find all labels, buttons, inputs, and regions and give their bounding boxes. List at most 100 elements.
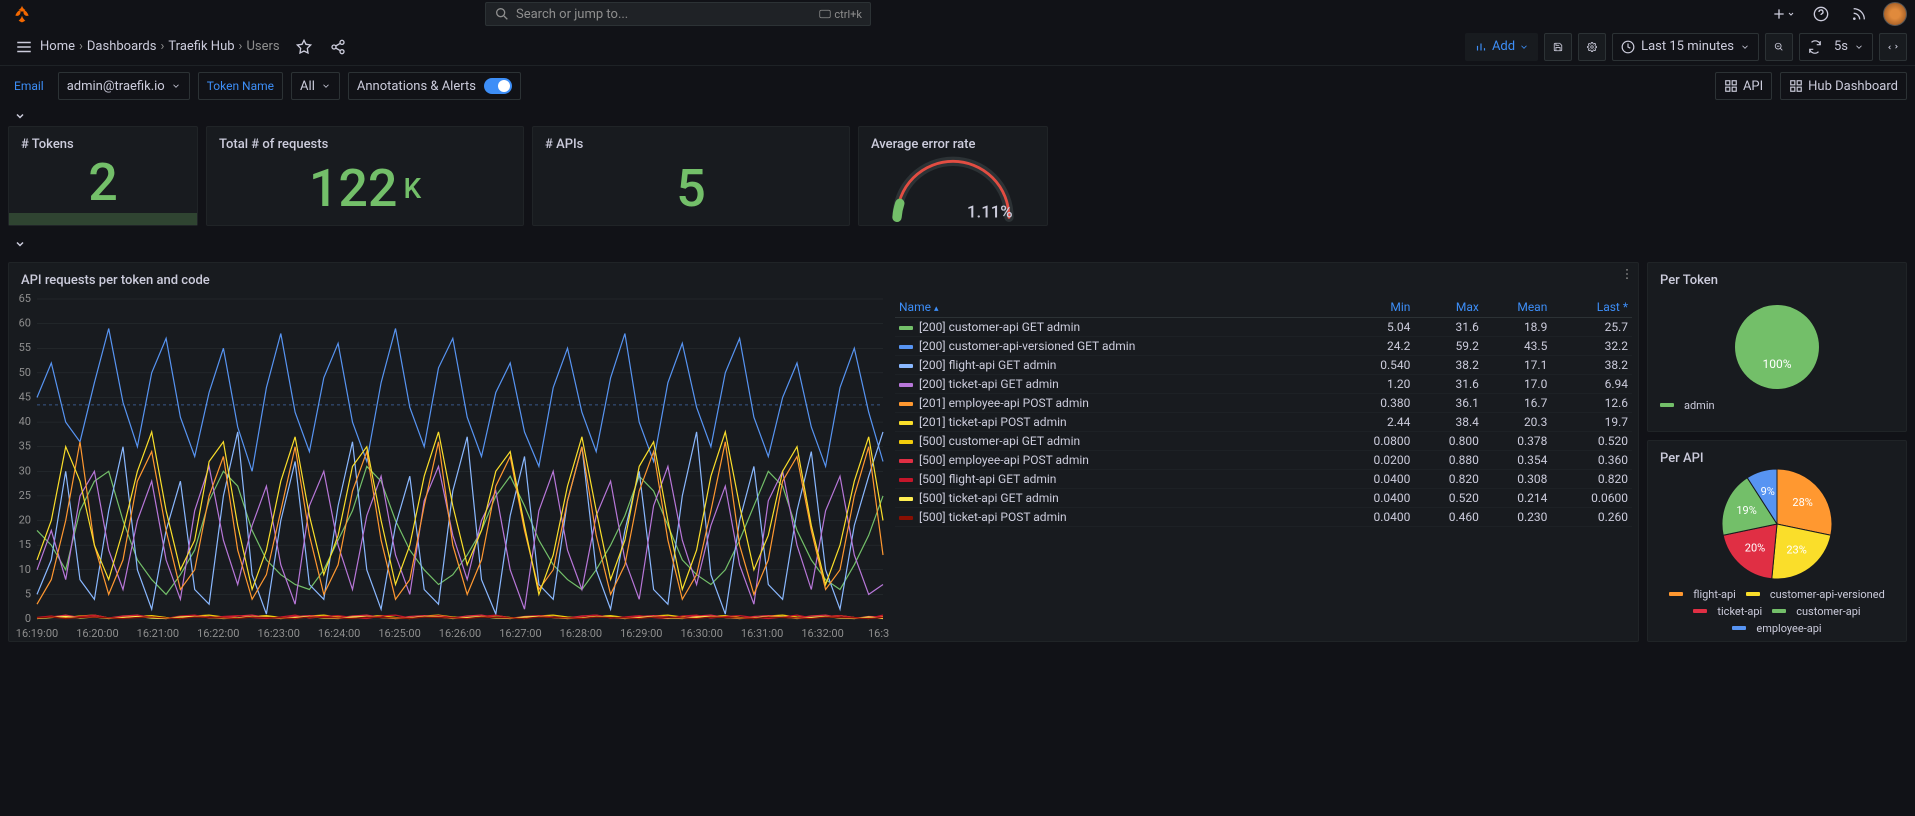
refresh-icon (1808, 40, 1822, 54)
breadcrumb-separator: › (160, 39, 164, 54)
refresh-button[interactable]: 5s (1799, 33, 1873, 61)
chevron-down-icon (1519, 42, 1529, 52)
star-icon[interactable] (290, 33, 318, 61)
svg-text:19%: 19% (1736, 504, 1756, 517)
chevron-down-icon (14, 238, 26, 250)
search-input[interactable]: Search or jump to... ctrl+k (485, 2, 871, 26)
stat-value: 122K (207, 152, 523, 225)
search-kbd: ctrl+k (819, 8, 862, 21)
svg-text:16:33:: 16:33: (868, 627, 889, 640)
legend-row[interactable]: [500] flight-api GET admin0.04000.8200.3… (895, 470, 1632, 489)
breadcrumb-item[interactable]: Dashboards (87, 39, 157, 54)
per-token-title: Per Token (1648, 263, 1906, 288)
pie-legend-item[interactable]: employee-api (1732, 622, 1821, 635)
annotations-label: Annotations & Alerts (357, 79, 476, 94)
svg-text:0: 0 (25, 612, 31, 625)
chevron-down-icon (171, 81, 181, 91)
annotations-toggle[interactable]: Annotations & Alerts (348, 72, 521, 100)
legend-row[interactable]: [201] ticket-api POST admin2.4438.420.31… (895, 413, 1632, 432)
svg-text:35: 35 (19, 440, 31, 453)
legend-row[interactable]: [500] ticket-api GET admin0.04000.5200.2… (895, 489, 1632, 508)
svg-text:65: 65 (19, 293, 31, 305)
svg-text:25: 25 (19, 489, 31, 502)
col-max[interactable]: Max (1414, 297, 1482, 318)
user-avatar[interactable] (1883, 2, 1907, 26)
legend-row[interactable]: [201] employee-api POST admin0.38036.116… (895, 394, 1632, 413)
breadcrumb-item[interactable]: Traefik Hub (168, 39, 234, 54)
share-icon[interactable] (324, 33, 352, 61)
stat-value: 5 (533, 152, 849, 225)
var-email-label: Email (8, 79, 50, 93)
legend-row[interactable]: [200] customer-api GET admin5.0431.618.9… (895, 318, 1632, 337)
legend-row[interactable]: [200] ticket-api GET admin1.2031.617.06.… (895, 375, 1632, 394)
col-name[interactable]: Name ▴ (895, 297, 1334, 318)
toggle-switch[interactable] (484, 78, 512, 94)
pie-legend-item[interactable]: flight-api (1669, 588, 1736, 601)
pie-legend-item[interactable]: ticket-api (1693, 605, 1762, 618)
stat-panel: # Tokens2 (8, 126, 198, 226)
link-api[interactable]: API (1715, 72, 1772, 100)
search-icon (494, 6, 510, 22)
stat-title: # APIs (533, 127, 849, 152)
svg-text:16:26:00: 16:26:00 (439, 627, 481, 640)
svg-text:5: 5 (25, 587, 31, 600)
legend-row[interactable]: [500] customer-api GET admin0.08000.8000… (895, 432, 1632, 451)
svg-text:23%: 23% (1786, 543, 1806, 556)
svg-text:15: 15 (19, 538, 31, 551)
svg-text:16:27:00: 16:27:00 (499, 627, 541, 640)
col-last[interactable]: Last * (1551, 297, 1632, 318)
row-toggle[interactable] (0, 106, 1915, 126)
var-email-select[interactable]: admin@traefik.io (58, 72, 190, 100)
svg-text:16:20:00: 16:20:00 (76, 627, 118, 640)
save-icon[interactable] (1544, 33, 1572, 61)
panel-menu-icon[interactable] (1620, 267, 1634, 281)
help-icon[interactable] (1807, 0, 1835, 28)
svg-text:16:23:00: 16:23:00 (258, 627, 300, 640)
chart-title: API requests per token and code (9, 263, 1638, 288)
col-mean[interactable]: Mean (1483, 297, 1551, 318)
panel-icon (1474, 40, 1488, 54)
svg-text:16:24:00: 16:24:00 (318, 627, 360, 640)
svg-text:16:30:00: 16:30:00 (681, 627, 723, 640)
row-toggle[interactable] (0, 234, 1915, 254)
legend-row[interactable]: [200] flight-api GET admin0.54038.217.13… (895, 356, 1632, 375)
svg-text:60: 60 (19, 317, 31, 330)
svg-text:16:21:00: 16:21:00 (137, 627, 179, 640)
col-min[interactable]: Min (1334, 297, 1415, 318)
stat-title: Average error rate (859, 127, 1047, 152)
var-token-select[interactable]: All (291, 72, 340, 100)
chevron-down-icon (14, 110, 26, 122)
settings-icon[interactable] (1578, 33, 1606, 61)
chart-panel: API requests per token and code 05101520… (8, 262, 1639, 642)
legend-table: Name ▴ Min Max Mean Last * [200] custome… (889, 293, 1638, 641)
svg-text:16:25:00: 16:25:00 (378, 627, 420, 640)
per-token-pie[interactable]: 100% admin (1648, 288, 1906, 426)
svg-text:30: 30 (19, 464, 31, 477)
per-token-panel: Per Token 100% admin (1647, 262, 1907, 432)
menu-icon[interactable] (8, 33, 40, 61)
legend-row[interactable]: [500] ticket-api POST admin0.04000.4600.… (895, 508, 1632, 527)
chart-canvas[interactable]: 0510152025303540455055606516:19:0016:20:… (9, 293, 889, 641)
breadcrumb: Home›Dashboards›Traefik Hub›Users (40, 39, 280, 54)
per-api-pie[interactable]: 28%23%20%19%9% flight-apicustomer-api-ve… (1648, 466, 1906, 636)
link-hub[interactable]: Hub Dashboard (1780, 72, 1907, 100)
add-button[interactable]: Add (1465, 33, 1538, 61)
dashboard-icon (1789, 79, 1803, 93)
zoom-out-icon[interactable] (1765, 33, 1793, 61)
svg-text:16:22:00: 16:22:00 (197, 627, 239, 640)
pie-legend-item[interactable]: admin (1660, 399, 1715, 412)
pie-legend-item[interactable]: customer-api (1772, 605, 1860, 618)
var-token-label: Token Name (198, 72, 283, 100)
grafana-logo[interactable] (8, 0, 36, 28)
svg-text:20%: 20% (1745, 541, 1765, 554)
svg-text:28%: 28% (1792, 496, 1812, 509)
legend-row[interactable]: [200] customer-api-versioned GET admin24… (895, 337, 1632, 356)
rss-icon[interactable] (1845, 0, 1873, 28)
legend-row[interactable]: [500] employee-api POST admin0.02000.880… (895, 451, 1632, 470)
kiosk-icon[interactable] (1879, 33, 1907, 61)
plus-icon[interactable] (1769, 0, 1797, 28)
time-range-button[interactable]: Last 15 minutes (1612, 33, 1759, 61)
pie-legend-item[interactable]: customer-api-versioned (1746, 588, 1885, 601)
breadcrumb-item[interactable]: Home (40, 39, 75, 54)
dashboard-icon (1724, 79, 1738, 93)
